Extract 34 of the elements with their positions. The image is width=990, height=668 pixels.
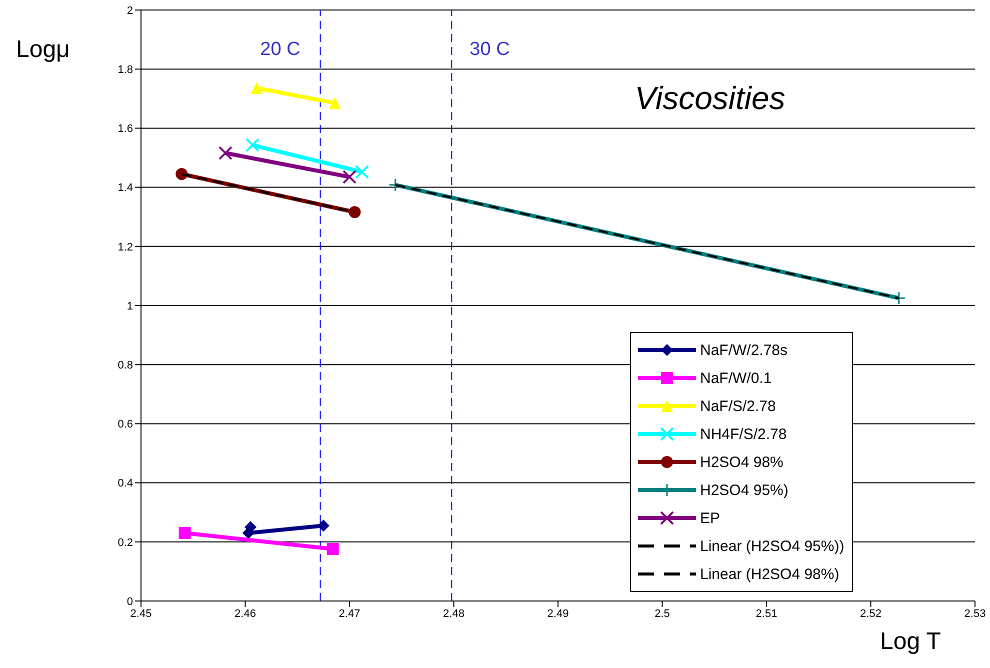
legend-label: NaF/S/2.78 <box>700 398 776 414</box>
x-tick-label: 2.46 <box>234 608 256 620</box>
text: Viscosities <box>634 80 786 117</box>
x-tick-label: 2.52 <box>860 608 882 620</box>
ref-line-label: 20 C <box>260 39 300 60</box>
x-axis-title: Log T <box>880 628 941 656</box>
legend-label: EP <box>700 510 720 526</box>
y-tick-label: 1.4 <box>118 182 133 194</box>
y-tick-label: 1 <box>126 300 133 312</box>
y-tick-label: 1.8 <box>118 64 133 76</box>
y-tick-label: 0.4 <box>118 478 133 490</box>
legend-label: NH4F/S/2.78 <box>700 426 787 442</box>
y-axis-title: Logμ <box>16 36 70 64</box>
y-tick-label: 0 <box>126 596 133 608</box>
y-tick-label: 0.2 <box>118 536 133 549</box>
x-tick-label: 2.47 <box>338 608 360 620</box>
y-tick-label: 1.2 <box>118 241 133 254</box>
x-tick-label: 2.51 <box>756 608 778 620</box>
x-tick-label: 2.45 <box>130 608 152 620</box>
legend-label: Linear (H2SO4 98%) <box>700 566 840 582</box>
x-tick-label: 2.5 <box>654 608 670 620</box>
legend-label: H2SO4 95%) <box>700 482 788 498</box>
x-tick-label: 2.49 <box>547 608 569 620</box>
y-tick-label: 0.8 <box>118 360 133 372</box>
y-tick-label: 2 <box>126 4 133 17</box>
ref-line-label: 30 C <box>470 39 510 60</box>
legend-label: Linear (H2SO4 95%)) <box>700 538 844 554</box>
x-tick-label: 2.53 <box>964 608 986 620</box>
y-tick-label: 1.6 <box>118 123 133 136</box>
legend-label: NaF/W/2.78s <box>700 342 788 358</box>
legend-label: H2SO4 98% <box>700 454 784 470</box>
legend-label: NaF/W/0.1 <box>700 370 772 386</box>
y-tick-label: 0.6 <box>118 418 133 431</box>
x-tick-label: 2.48 <box>443 608 464 620</box>
